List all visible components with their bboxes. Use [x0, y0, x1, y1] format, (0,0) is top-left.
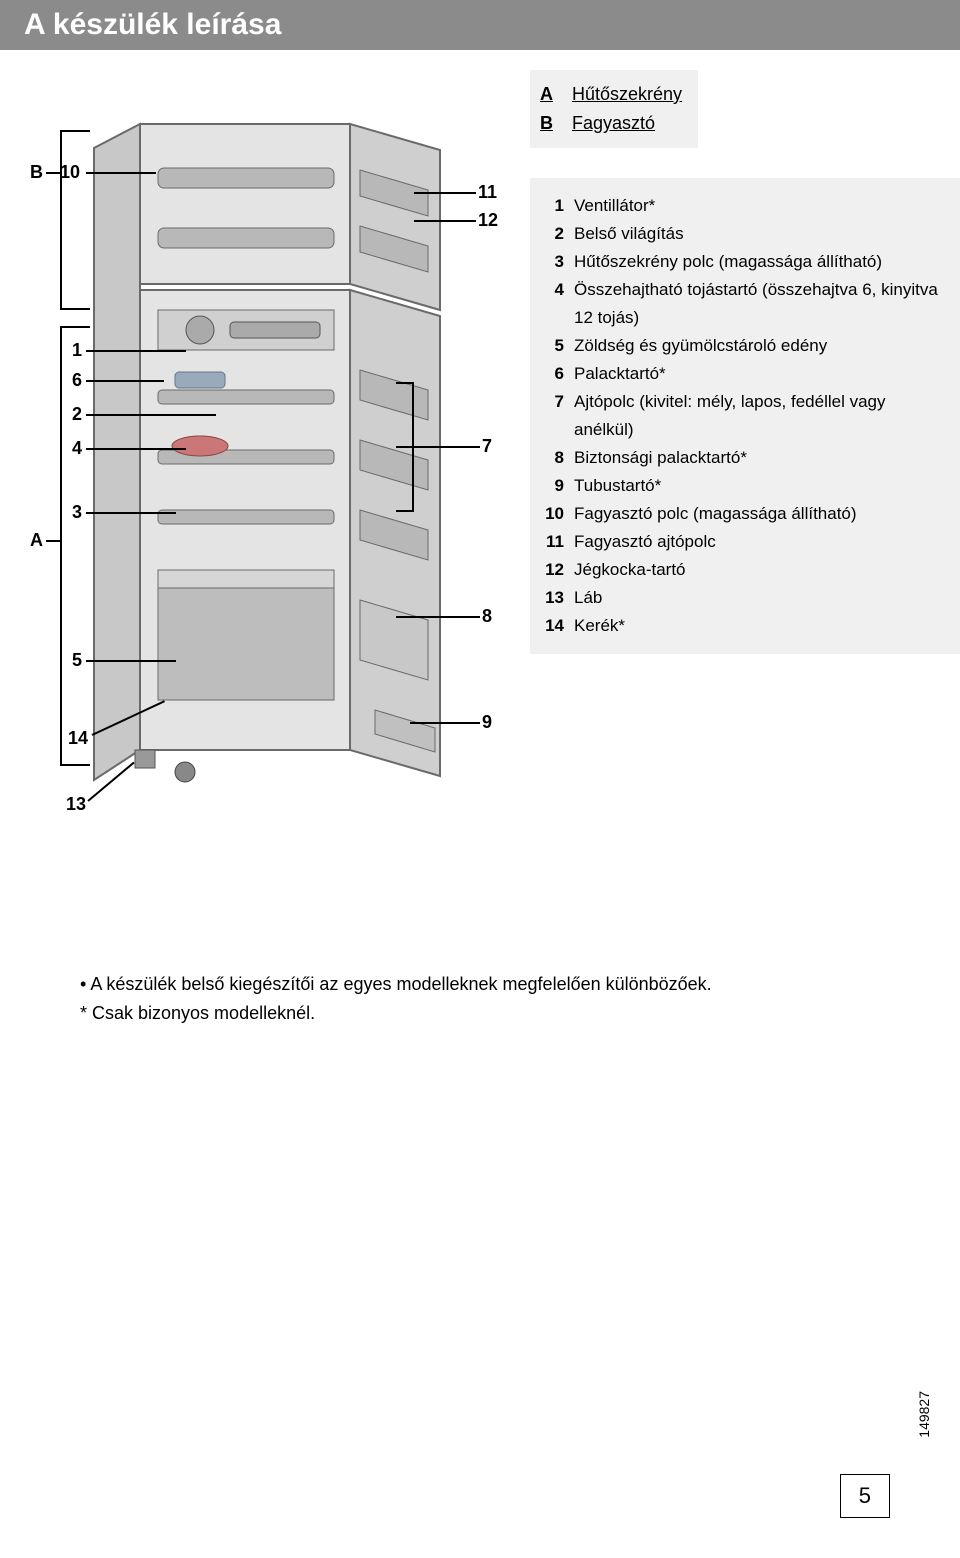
callout-7: 7	[482, 436, 492, 457]
part-row: 13Láb	[540, 584, 942, 612]
line-5	[86, 660, 176, 662]
callout-11: 11	[478, 182, 497, 203]
line-b-bot	[60, 308, 90, 310]
callout-4: 4	[72, 438, 82, 459]
callout-10: 10	[60, 162, 80, 183]
main-section: B 10 A 1 6 2 4 3 5 14 13 11 12 7	[0, 70, 960, 830]
page-title: A készülék leírása	[24, 8, 281, 42]
legend-row-b: B Fagyasztó	[540, 109, 682, 138]
part-row: 5Zöldség és gyümölcstároló edény	[540, 332, 942, 360]
callout-12: 12	[478, 210, 498, 231]
diagram-column: B 10 A 1 6 2 4 3 5 14 13 11 12 7	[0, 70, 520, 830]
callout-3: 3	[72, 502, 82, 523]
callout-A: A	[30, 530, 43, 551]
line-b-bracket	[60, 130, 62, 310]
legend-a-label: A	[540, 80, 562, 109]
callout-1: 1	[72, 340, 82, 361]
line-a-top	[60, 326, 90, 328]
part-row: 4Összehajtható tojástartó (összehajtva 6…	[540, 276, 942, 332]
line-a-bot	[60, 764, 90, 766]
legend-sections: A Hűtőszekrény B Fagyasztó	[530, 70, 698, 148]
part-row: 14Kerék*	[540, 612, 942, 640]
part-row: 1Ventillátor*	[540, 192, 942, 220]
page-number: 5	[840, 1474, 890, 1518]
line-1	[86, 350, 186, 352]
part-row: 2Belső világítás	[540, 220, 942, 248]
callout-13: 13	[66, 794, 86, 815]
part-row: 3Hűtőszekrény polc (magassága állítható)	[540, 248, 942, 276]
line-7-bot	[396, 510, 412, 512]
line-11	[414, 192, 476, 194]
legend-b-label: B	[540, 109, 562, 138]
footnote-line-1: A készülék belső kiegészítői az egyes mo…	[80, 970, 880, 999]
footnote-line-2: * Csak bizonyos modelleknél.	[80, 999, 880, 1028]
line-7-bracket	[412, 382, 414, 512]
part-row: 7Ajtópolc (kivitel: mély, lapos, fedélle…	[540, 388, 942, 444]
line-3	[86, 512, 176, 514]
parts-list: 1Ventillátor* 2Belső világítás 3Hűtőszek…	[530, 178, 960, 655]
line-b-branch	[46, 172, 60, 174]
part-row: 10Fagyasztó polc (magassága állítható)	[540, 500, 942, 528]
fridge-diagram	[80, 110, 480, 790]
legend-b-value: Fagyasztó	[572, 109, 655, 138]
part-row: 6Palacktartó*	[540, 360, 942, 388]
line-9	[410, 722, 480, 724]
callout-B: B	[30, 162, 43, 183]
part-row: 11Fagyasztó ajtópolc	[540, 528, 942, 556]
line-a-branch	[46, 540, 60, 542]
line-12	[414, 220, 476, 222]
line-6	[86, 380, 164, 382]
callout-9: 9	[482, 712, 492, 733]
part-row: 9Tubustartó*	[540, 472, 942, 500]
callout-5: 5	[72, 650, 82, 671]
callout-8: 8	[482, 606, 492, 627]
text-column: A Hűtőszekrény B Fagyasztó 1Ventillátor*…	[520, 70, 960, 830]
legend-row-a: A Hűtőszekrény	[540, 80, 682, 109]
callout-6: 6	[72, 370, 82, 391]
part-row: 12Jégkocka-tartó	[540, 556, 942, 584]
callout-2: 2	[72, 404, 82, 425]
line-8	[396, 616, 480, 618]
line-7-top	[396, 382, 412, 384]
title-bar: A készülék leírása	[0, 0, 960, 50]
legend-a-value: Hűtőszekrény	[572, 80, 682, 109]
line-10	[86, 172, 156, 174]
line-7	[412, 446, 480, 448]
part-row: 8Biztonsági palacktartó*	[540, 444, 942, 472]
line-2	[86, 414, 216, 416]
footnotes: A készülék belső kiegészítői az egyes mo…	[0, 970, 960, 1028]
line-a-bracket	[60, 326, 62, 766]
line-b-top	[60, 130, 90, 132]
line-7-mid	[396, 446, 412, 448]
document-code: 149827	[916, 1391, 932, 1438]
callout-14: 14	[68, 728, 88, 749]
line-4	[86, 448, 186, 450]
